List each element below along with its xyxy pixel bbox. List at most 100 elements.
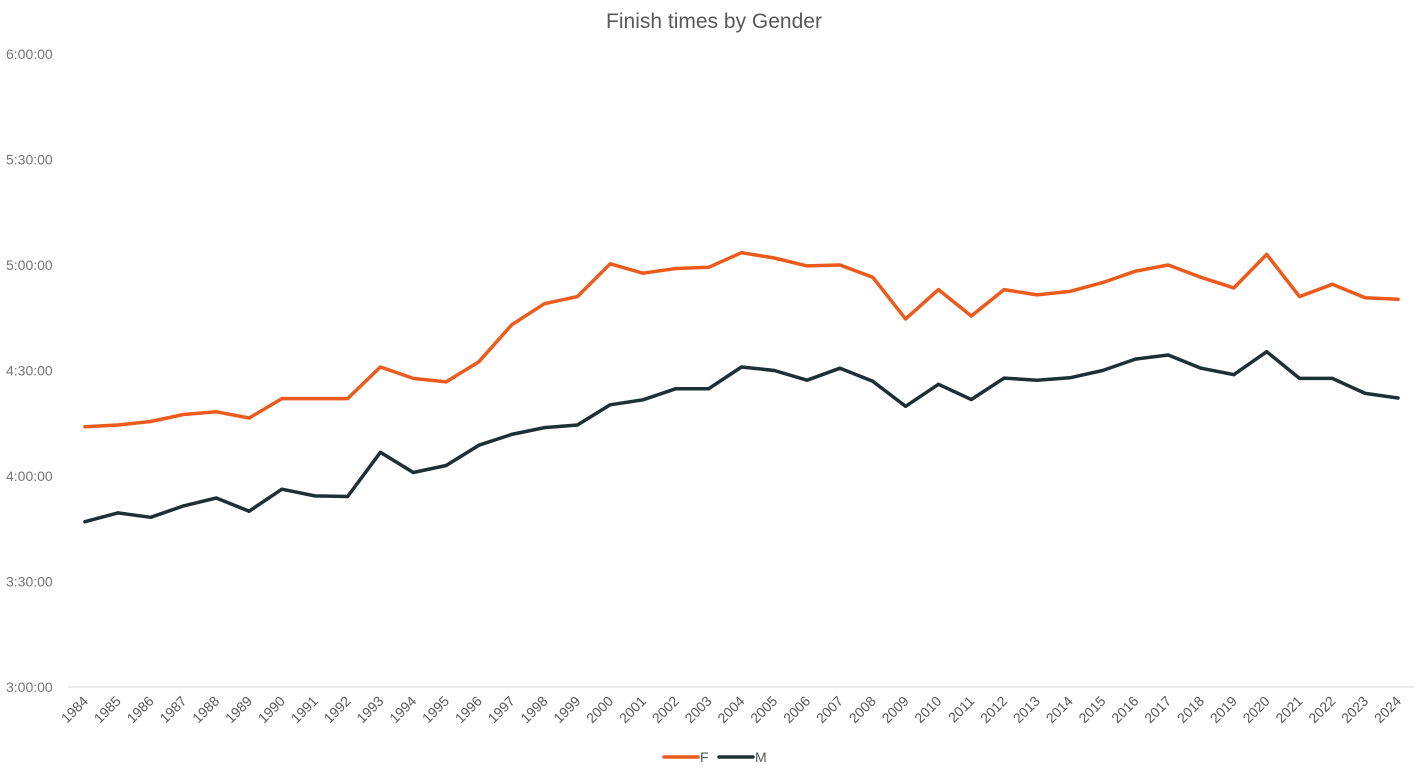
- x-tick-label: 2024: [1371, 693, 1404, 726]
- data-point-f: [181, 412, 186, 417]
- data-point-m: [83, 520, 87, 524]
- data-point-f: [346, 397, 350, 401]
- y-axis-tick-labels: 3:00:00 3:30:00 4:00:00 4:30:00 5:00:00 5:30:…: [6, 46, 53, 695]
- data-point-m: [1265, 350, 1269, 354]
- data-point-f: [444, 380, 448, 384]
- series-layer: [83, 250, 1400, 524]
- data-point-m: [1166, 353, 1170, 357]
- data-point-f: [838, 263, 842, 267]
- data-point-f: [1068, 289, 1072, 293]
- data-point-f: [936, 288, 941, 292]
- data-point-m: [707, 387, 711, 391]
- x-tick-label: 2003: [681, 693, 714, 726]
- data-point-f: [674, 266, 678, 271]
- x-tick-label: 2022: [1305, 693, 1338, 726]
- data-point-f: [477, 360, 481, 364]
- x-tick-label: 1984: [58, 693, 91, 726]
- data-point-m: [969, 397, 973, 402]
- x-tick-label: 2014: [1043, 693, 1076, 726]
- data-point-m: [510, 432, 514, 436]
- data-point-f: [969, 314, 973, 318]
- x-tick-label: 1997: [485, 693, 518, 726]
- data-point-m: [674, 387, 678, 391]
- data-point-m: [608, 403, 612, 407]
- data-point-f: [411, 376, 415, 380]
- x-tick-label: 2016: [1108, 693, 1141, 726]
- data-point-f: [83, 425, 87, 429]
- legend-label-f: F: [700, 749, 709, 765]
- data-point-m: [181, 504, 186, 508]
- y-tick-label: 3:00:00: [6, 679, 53, 695]
- data-point-f: [1002, 288, 1006, 292]
- data-point-m: [313, 494, 317, 498]
- data-point-m: [280, 487, 284, 491]
- data-point-m: [214, 496, 218, 500]
- data-point-f: [247, 416, 251, 420]
- data-point-f: [575, 295, 580, 299]
- data-point-f: [1330, 282, 1334, 286]
- x-tick-label: 2000: [583, 693, 616, 726]
- x-tick-label: 2009: [878, 693, 911, 726]
- x-tick-label: 2021: [1272, 693, 1305, 726]
- data-point-m: [575, 423, 580, 427]
- y-tick-label: 4:30:00: [6, 363, 53, 379]
- x-tick-label: 1989: [222, 693, 255, 726]
- x-tick-label: 2005: [747, 693, 780, 726]
- data-point-m: [641, 398, 645, 402]
- x-tick-label: 2006: [780, 693, 813, 726]
- x-axis-tick-labels: 1984 1985 1986 1987 1988 1989 1990 1991 1992 1993…: [58, 693, 1404, 726]
- x-tick-label: 1992: [320, 693, 353, 726]
- x-tick-label: 2007: [813, 693, 846, 726]
- data-point-m: [247, 509, 251, 513]
- y-tick-label: 6:00:00: [6, 46, 53, 62]
- x-tick-label: 2004: [714, 693, 747, 726]
- x-tick-label: 1996: [452, 693, 485, 726]
- x-tick-label: 2020: [1239, 693, 1272, 726]
- data-point-f: [1265, 252, 1269, 256]
- data-point-m: [411, 470, 415, 475]
- data-point-f: [1035, 293, 1039, 297]
- data-point-m: [444, 463, 448, 468]
- x-tick-label: 2019: [1207, 693, 1240, 726]
- data-point-m: [116, 511, 120, 515]
- data-point-f: [805, 264, 809, 268]
- data-point-m: [1133, 357, 1137, 361]
- data-point-f: [1166, 263, 1170, 267]
- data-point-f: [1297, 295, 1302, 299]
- data-point-f: [510, 323, 514, 327]
- x-tick-label: 2018: [1174, 693, 1207, 726]
- x-tick-label: 2011: [945, 693, 978, 726]
- series-line-m: [83, 349, 1400, 524]
- y-tick-label: 5:00:00: [6, 257, 53, 273]
- x-tick-label: 2010: [911, 693, 944, 726]
- x-tick-label: 1990: [255, 693, 288, 726]
- data-point-f: [772, 256, 776, 260]
- x-tick-label: 2013: [1010, 693, 1043, 726]
- x-tick-label: 2015: [1075, 693, 1108, 726]
- data-point-f: [1396, 297, 1400, 301]
- data-point-f: [904, 317, 908, 321]
- x-tick-label: 1987: [156, 693, 189, 726]
- data-point-m: [1199, 366, 1203, 370]
- y-tick-label: 5:30:00: [6, 152, 53, 168]
- y-tick-label: 4:00:00: [6, 468, 53, 484]
- data-point-m: [378, 450, 382, 454]
- x-tick-label: 1988: [189, 693, 222, 726]
- data-point-f: [280, 397, 284, 401]
- chart-title: Finish times by Gender: [606, 10, 822, 33]
- x-tick-label: 2008: [846, 693, 879, 726]
- data-point-m: [739, 365, 744, 369]
- data-point-m: [1330, 376, 1334, 380]
- data-point-f: [149, 419, 153, 424]
- data-point-m: [1002, 376, 1006, 380]
- data-point-m: [1101, 368, 1105, 373]
- data-point-f: [214, 410, 218, 414]
- data-point-m: [838, 366, 842, 370]
- y-tick-label: 3:30:00: [6, 574, 53, 590]
- x-tick-label: 1985: [91, 693, 124, 726]
- data-point-f: [1101, 281, 1105, 285]
- data-point-m: [805, 378, 809, 382]
- data-point-f: [116, 423, 120, 427]
- x-tick-label: 2002: [649, 693, 682, 726]
